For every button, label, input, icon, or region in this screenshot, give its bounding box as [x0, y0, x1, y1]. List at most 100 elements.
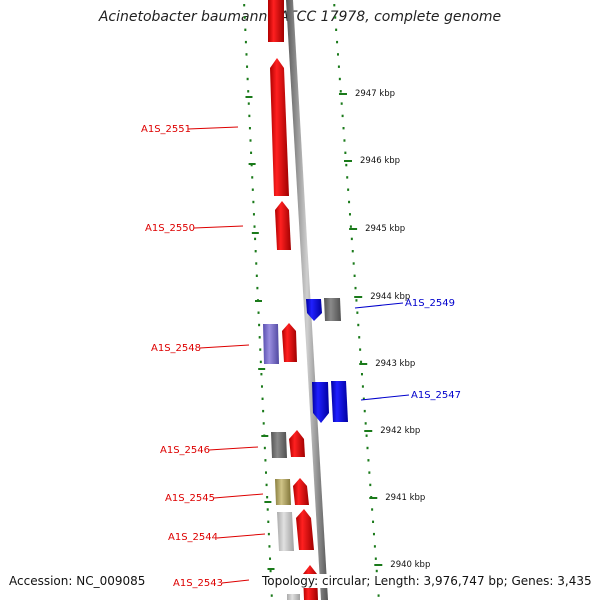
ring-dot [254, 237, 257, 241]
ring-dot [266, 496, 269, 499]
ring-dot [269, 569, 272, 573]
ring-dot [264, 471, 267, 474]
scale-tick-label: 2947 kbp [355, 89, 395, 99]
ring-dot [336, 53, 339, 56]
ring-dot [263, 446, 266, 450]
ring-dot [362, 397, 365, 400]
gene-label: A1S_2547 [411, 390, 461, 401]
scale-major-tick [354, 296, 363, 298]
scale-tick-label: 2944 kbp [370, 292, 410, 302]
ring-dot [247, 90, 250, 93]
gene-a1s-2545-left-shape [275, 479, 291, 505]
gene-a1s-2547-shape [312, 382, 329, 423]
gene-a1s-2545-shape [293, 478, 309, 505]
leader-line [208, 446, 259, 451]
ring-dot [348, 200, 351, 204]
ring-dot [252, 213, 255, 216]
scale-major-tick [364, 430, 373, 432]
ring-dot [244, 28, 247, 31]
leader-line [354, 302, 404, 309]
ring-dot [340, 102, 343, 105]
scale-tick-label: 2941 kbp [385, 493, 425, 503]
gene-bottom-gray-shape [287, 594, 300, 600]
ring-dot [373, 545, 376, 548]
leader-line [193, 225, 244, 229]
ring-dot [259, 348, 262, 351]
ring-dot [367, 459, 370, 462]
scale-tick-label: 2942 kbp [380, 426, 420, 436]
ring-dot [344, 151, 347, 154]
gene-a1s-2550-shape [275, 201, 291, 250]
ring-dot [338, 77, 341, 81]
leader-line [221, 579, 250, 584]
ring-dot [260, 373, 263, 376]
gene-a1s-2544-left-shape [277, 512, 294, 551]
ring-dot [264, 459, 267, 462]
gene-label: A1S_2549 [405, 298, 455, 309]
gene-a1s-2549-shape [306, 299, 322, 321]
ring-dot [371, 508, 374, 511]
ring-dot [267, 520, 270, 523]
ring-dot [266, 508, 269, 511]
ring-dot [368, 471, 371, 474]
ring-dot [248, 114, 251, 118]
ring-dot [354, 286, 357, 290]
ring-dot [346, 176, 349, 179]
ring-dot [250, 151, 253, 154]
ring-dot [250, 163, 253, 167]
scale-tick-label: 2943 kbp [375, 359, 415, 369]
ring-dot [269, 557, 272, 560]
ring-major-tick [264, 501, 272, 503]
ring-dot [337, 65, 340, 68]
ring-major-tick [261, 435, 269, 437]
ring-dot [342, 127, 345, 130]
ring-dot [243, 4, 246, 7]
ring-dot [249, 139, 252, 142]
ring-major-tick [251, 232, 259, 234]
ring-dot [243, 16, 246, 19]
ring-dot [343, 139, 346, 142]
ring-dot [245, 53, 248, 56]
scale-major-tick [359, 363, 368, 365]
gene-a1s-2546-shape [289, 430, 305, 457]
ring-dot [268, 545, 271, 548]
scale-tick-label: 2945 kbp [365, 224, 405, 234]
gene-label: A1S_2548 [151, 343, 201, 354]
ring-dot [339, 90, 342, 93]
accession-text: Accession: NC_009085 [9, 574, 146, 588]
gene-a1s-2549-right-shape [324, 298, 341, 321]
ring-dot [255, 274, 258, 277]
gene-a1s-2546-left-shape [271, 432, 287, 458]
ring-dot [336, 40, 339, 44]
scale-labels: 2947 kbp 2946 kbp 2945 kbp 2944 kbp 2943 kbp… [338, 89, 430, 570]
ring-dot [246, 77, 249, 81]
ring-dot [363, 409, 366, 413]
scale-major-tick [369, 497, 378, 499]
ring-dot [255, 262, 258, 265]
ring-dot [356, 311, 359, 314]
scale-tick-label: 2946 kbp [360, 156, 400, 166]
ring-dot [244, 40, 247, 44]
ring-dot [359, 348, 362, 351]
ring-dot [358, 336, 361, 339]
ring-dot [262, 409, 265, 413]
label-leader-lines: A1S_2551 A1S_2550 A1S_2549 A1S_2548 A1S_2547… [141, 124, 461, 589]
leader-line [216, 533, 266, 539]
ring-major-tick [267, 568, 275, 570]
ring-dot [247, 102, 250, 105]
ring-dot [366, 446, 369, 450]
genome-title: Acinetobacter baumannii ATCC 17978, comp… [98, 9, 502, 25]
ring-dot [251, 176, 254, 179]
gene-a1s-2544-shape [296, 509, 314, 550]
gene-label: A1S_2550 [145, 223, 195, 234]
scale-major-tick [338, 93, 347, 95]
ring-dot [374, 557, 377, 560]
scale-major-tick [374, 564, 383, 566]
ring-dot [270, 594, 273, 597]
gene-label: A1S_2546 [160, 445, 210, 456]
ring-dot [258, 323, 261, 327]
leader-line [199, 344, 250, 349]
gene-top-partial [268, 0, 284, 42]
